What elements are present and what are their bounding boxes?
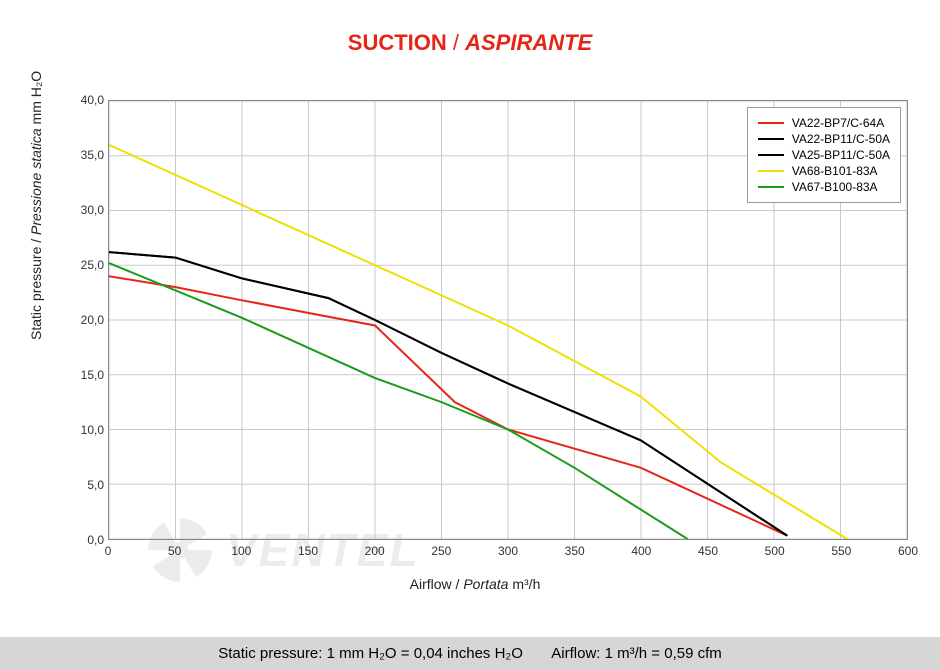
x-tick: 400: [631, 544, 651, 558]
footer-bar: Static pressure: 1 mm H₂O = 0,04 inches …: [0, 637, 940, 670]
legend-label: VA25-BP11/C-50A: [792, 148, 890, 162]
legend-color-swatch: [758, 122, 784, 124]
x-tick: 250: [431, 544, 451, 558]
x-tick: 100: [231, 544, 251, 558]
y-tick: 20,0: [81, 313, 104, 327]
x-tick: 600: [898, 544, 918, 558]
chart-title: SUCTION / ASPIRANTE: [0, 0, 940, 56]
y-tick: 30,0: [81, 203, 104, 217]
title-sep: /: [447, 30, 465, 55]
legend-label: VA67-B100-83A: [792, 180, 878, 194]
x-tick: 300: [498, 544, 518, 558]
x-tick: 500: [765, 544, 785, 558]
legend-label: VA68-B101-83A: [792, 164, 878, 178]
legend-color-swatch: [758, 186, 784, 188]
x-tick: 450: [698, 544, 718, 558]
legend-label: VA22-BP7/C-64A: [792, 116, 885, 130]
x-tick: 150: [298, 544, 318, 558]
footer-left: Static pressure: 1 mm H₂O = 0,04 inches …: [218, 645, 523, 662]
x-tick: 350: [565, 544, 585, 558]
y-tick: 25,0: [81, 258, 104, 272]
legend-item: VA22-BP7/C-64A: [758, 116, 890, 130]
y-axis-label: Static pressure / Pressione statica mm H…: [28, 71, 44, 340]
y-tick: 10,0: [81, 423, 104, 437]
legend-item: VA22-BP11/C-50A: [758, 132, 890, 146]
y-tick: 40,0: [81, 93, 104, 107]
y-tick: 35,0: [81, 148, 104, 162]
x-tick: 0: [105, 544, 112, 558]
legend-item: VA68-B101-83A: [758, 164, 890, 178]
x-tick: 200: [365, 544, 385, 558]
footer-right: Airflow: 1 m³/h = 0,59 cfm: [551, 645, 721, 662]
x-tick: 550: [831, 544, 851, 558]
x-tick: 50: [168, 544, 181, 558]
title-part1: SUCTION: [348, 30, 447, 55]
legend-label: VA22-BP11/C-50A: [792, 132, 890, 146]
legend-color-swatch: [758, 170, 784, 172]
legend-color-swatch: [758, 154, 784, 156]
y-tick: 15,0: [81, 368, 104, 382]
legend: VA22-BP7/C-64A VA22-BP11/C-50A VA25-BP11/C…: [747, 107, 901, 203]
legend-item: VA67-B100-83A: [758, 180, 890, 194]
title-part2: ASPIRANTE: [465, 30, 592, 55]
plot-area: VA22-BP7/C-64A VA22-BP11/C-50A VA25-BP11/C…: [108, 100, 908, 540]
legend-item: VA25-BP11/C-50A: [758, 148, 890, 162]
legend-color-swatch: [758, 138, 784, 140]
y-tick: 0,0: [87, 533, 104, 547]
chart-container: Static pressure / Pressione statica mm H…: [40, 90, 910, 590]
y-tick: 5,0: [87, 478, 104, 492]
